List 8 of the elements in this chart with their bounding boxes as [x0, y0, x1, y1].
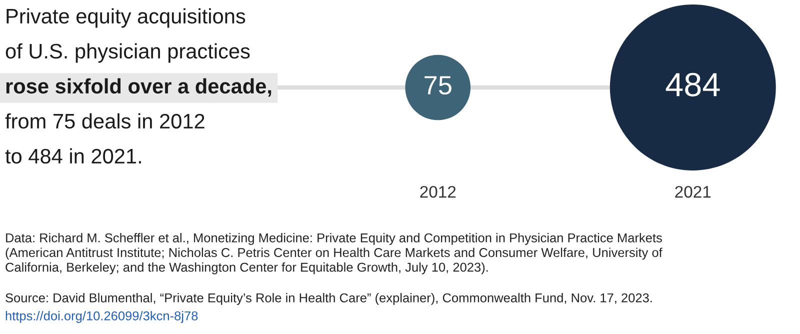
text: https://doi.org/10.26099/3kcn-8j78: [6, 311, 198, 323]
data-label: 75: [424, 76, 452, 95]
text: Private equity acquisitions of U.S. physician practices rose sixfold over a decade, from 75 deals in 2012 to 484 in 2021.: [5, 8, 272, 164]
category-label: 2021: [675, 186, 711, 198]
source-note: Source: David Blumenthal, “Private Equity’s Role in Health Care” (explainer), Commonwealth Fund, Nov. 17, 2023.: [6, 293, 652, 305]
category-label: 2012: [420, 186, 456, 198]
data-label: 484: [666, 72, 720, 96]
text: Data: Richard M. Scheffler et al., Monetizing Medicine: Private Equity and Competition in Physician Practice Markets (American Antitrust Institute; Nicholas C. Petris Center on Health Care Markets and Consumer Welfare, University of California, Berkeley; and the Washington Center for Equitable Growth, July 10, 2023).: [6, 233, 662, 274]
